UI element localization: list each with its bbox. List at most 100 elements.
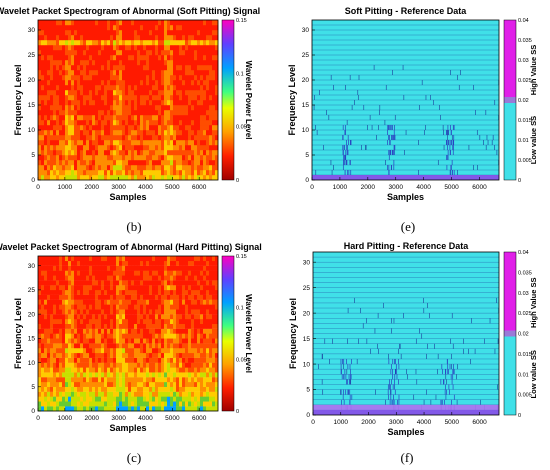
heatmap-cell bbox=[104, 20, 108, 26]
heatmap-cell bbox=[152, 175, 156, 181]
heatmap-cell bbox=[77, 318, 81, 325]
heatmap-cell bbox=[56, 362, 60, 368]
heatmap-cell bbox=[41, 155, 45, 161]
heatmap-cell bbox=[59, 165, 63, 171]
heatmap-cell bbox=[125, 386, 129, 392]
heatmap-cell bbox=[110, 362, 114, 368]
heatmap-cell bbox=[152, 256, 156, 262]
heatmap-cell bbox=[38, 170, 42, 176]
heatmap-cell bbox=[215, 175, 219, 181]
heatmap-cell bbox=[194, 70, 198, 76]
heatmap-cell bbox=[95, 386, 99, 392]
heatmap-cell bbox=[197, 386, 201, 392]
heatmap-cell bbox=[104, 318, 108, 325]
heatmap-cell bbox=[92, 289, 96, 295]
heatmap-cell bbox=[179, 40, 183, 46]
heatmap-cell bbox=[128, 280, 132, 286]
heatmap-cell bbox=[104, 120, 108, 126]
heatmap-cell bbox=[71, 55, 75, 61]
colorbar-tick-label: 0.05 bbox=[236, 357, 247, 363]
heatmap-cell bbox=[113, 406, 117, 412]
heatmap-cell bbox=[83, 55, 87, 61]
heatmap-cell bbox=[173, 391, 177, 397]
heatmap-cell bbox=[140, 80, 144, 86]
heatmap-cell bbox=[122, 125, 126, 131]
heatmap-cell bbox=[143, 377, 147, 383]
heatmap-cell bbox=[92, 299, 96, 305]
heatmap-cell bbox=[164, 150, 168, 156]
heatmap-cell bbox=[47, 20, 51, 26]
heatmap-cell bbox=[131, 304, 135, 310]
heatmap-cell bbox=[137, 309, 141, 315]
heatmap-cell bbox=[149, 115, 153, 121]
heatmap-cell bbox=[41, 120, 45, 126]
heatmap-cell bbox=[110, 406, 114, 412]
heatmap-cell bbox=[197, 65, 201, 71]
heatmap-cell bbox=[164, 85, 168, 91]
heatmap-cell bbox=[176, 85, 180, 91]
heatmap-cell bbox=[140, 318, 144, 325]
heatmap-cell bbox=[179, 130, 183, 136]
heatmap-cell bbox=[125, 25, 129, 31]
heatmap-cell bbox=[155, 362, 159, 368]
chart-panel-c: 0 1000 2000 3000 4000 5000 6000051015202530Sam… bbox=[0, 242, 262, 465]
heatmap-cell bbox=[143, 275, 147, 281]
heatmap-cell bbox=[158, 381, 162, 387]
heatmap-cell bbox=[122, 40, 126, 46]
heatmap-cell bbox=[116, 155, 120, 161]
heatmap-cell bbox=[44, 357, 48, 363]
heatmap-cell bbox=[44, 90, 48, 96]
heatmap-cell bbox=[170, 348, 174, 354]
heatmap-cell bbox=[65, 381, 69, 387]
heatmap-cell bbox=[53, 105, 57, 111]
heatmap-cell bbox=[116, 80, 120, 86]
heatmap-cell bbox=[125, 125, 129, 131]
heatmap-cell bbox=[107, 170, 111, 176]
heatmap-cell bbox=[179, 285, 183, 291]
heatmap-cell bbox=[173, 65, 177, 71]
heatmap-cell bbox=[95, 318, 99, 325]
heatmap-cell bbox=[119, 135, 123, 141]
heatmap-cell bbox=[65, 391, 69, 397]
heatmap-cell bbox=[137, 381, 141, 387]
heatmap-cell bbox=[125, 275, 129, 281]
heatmap-cell bbox=[137, 372, 141, 378]
heatmap-cell bbox=[170, 45, 174, 51]
heatmap-cell bbox=[104, 406, 108, 412]
heatmap-cell bbox=[182, 125, 186, 131]
heatmap-cell bbox=[176, 120, 180, 126]
heatmap-cell bbox=[62, 80, 66, 86]
heatmap-cell bbox=[176, 100, 180, 106]
heatmap-cell bbox=[47, 155, 51, 161]
heatmap-cell bbox=[86, 333, 90, 339]
heatmap-cell bbox=[95, 367, 99, 373]
heatmap-cell bbox=[77, 328, 81, 334]
heatmap-cell bbox=[104, 100, 108, 106]
heatmap-cell bbox=[95, 381, 99, 387]
heatmap-cell bbox=[158, 160, 162, 166]
chart-panel-b: 0 1000 2000 3000 4000 5000 6000051015202530Sam… bbox=[0, 6, 260, 234]
heatmap-cell bbox=[182, 120, 186, 126]
heatmap-cell bbox=[158, 386, 162, 392]
heatmap-cell bbox=[128, 75, 132, 81]
heatmap-cell bbox=[167, 294, 171, 300]
heatmap-cell bbox=[110, 285, 114, 291]
heatmap-cell bbox=[206, 314, 210, 320]
heatmap-cell bbox=[212, 280, 216, 286]
heatmap-cell bbox=[56, 165, 60, 171]
heatmap-cell bbox=[83, 170, 87, 176]
heatmap-cell bbox=[71, 299, 75, 305]
heatmap-cell bbox=[92, 60, 96, 66]
heatmap-cell bbox=[206, 372, 210, 378]
heatmap-cell bbox=[191, 130, 195, 136]
heatmap-cell bbox=[134, 275, 138, 281]
heatmap-cell bbox=[38, 265, 42, 271]
heatmap-cell bbox=[161, 50, 165, 56]
heatmap-cell bbox=[179, 50, 183, 56]
heatmap-cell bbox=[116, 75, 120, 81]
heatmap-cell bbox=[215, 391, 219, 397]
heatmap-cell bbox=[86, 352, 90, 358]
heatmap-cell bbox=[176, 125, 180, 131]
heatmap-cell bbox=[134, 386, 138, 392]
heatmap-cell bbox=[152, 125, 156, 131]
